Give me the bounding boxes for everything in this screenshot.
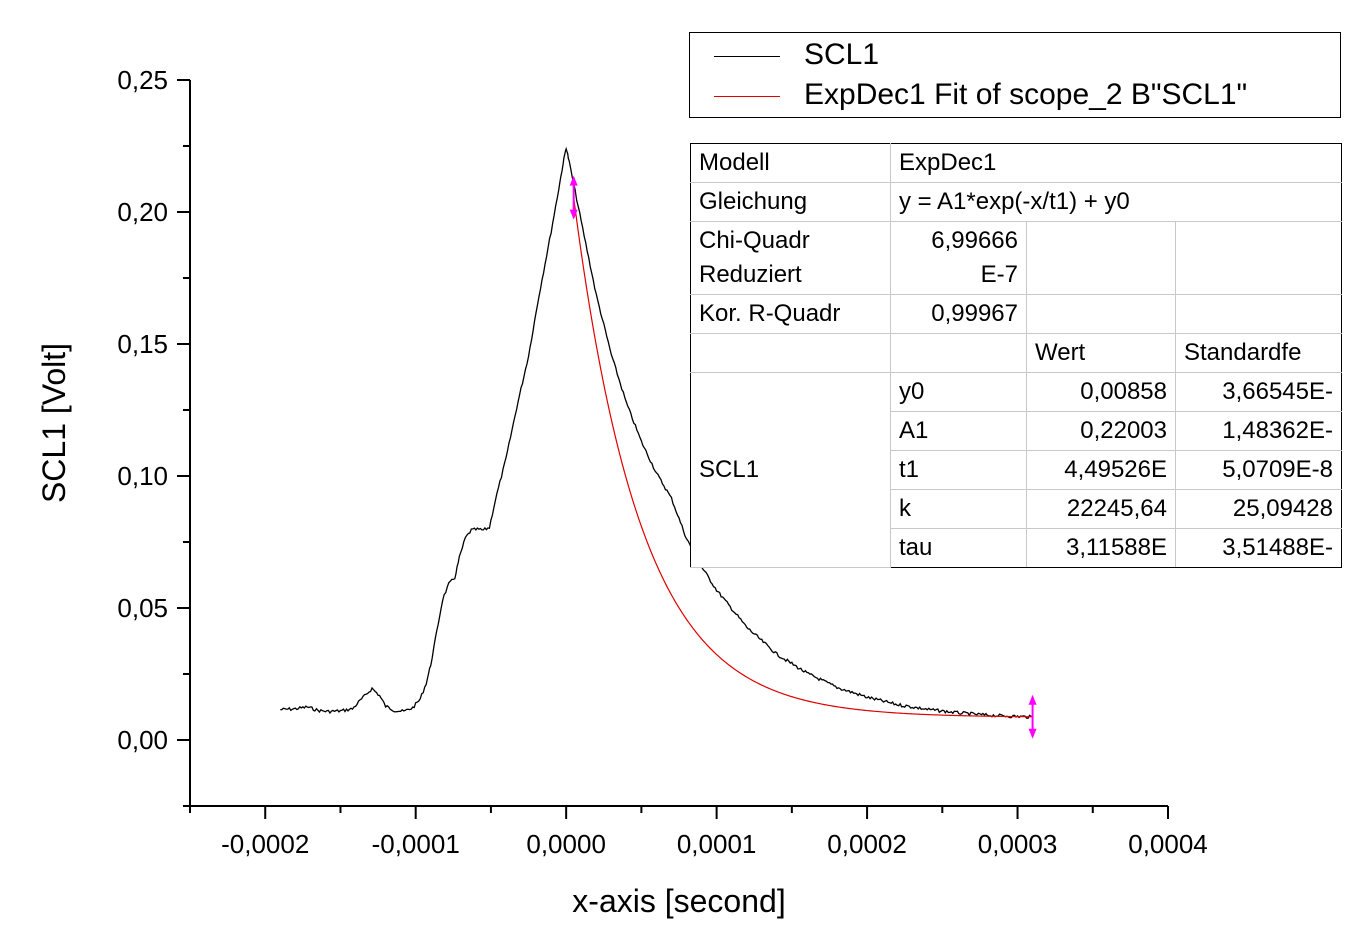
empty-cell: [1175, 221, 1342, 295]
fit-range-marker-arrow-up: [569, 175, 578, 186]
y-tick-label: 0,15: [117, 329, 168, 359]
chi-square-value: 6,99666 E-7: [890, 221, 1027, 295]
y-tick-label: 0,05: [117, 593, 168, 623]
param-value: 0,00858: [1026, 372, 1176, 412]
param-value: 4,49526E: [1026, 450, 1176, 490]
param-value: 3,11588E: [1026, 528, 1176, 568]
series-layer: [280, 146, 1033, 719]
param-error: 5,0709E-8: [1175, 450, 1342, 490]
parameter-group-label: SCL1: [690, 372, 891, 568]
empty-cell: [1175, 294, 1342, 334]
y-axis: 0,00 0,05 0,10 0,15 0,20 0,25: [117, 65, 191, 807]
fit-range-marker-arrow-down: [569, 209, 578, 220]
r-square-value: 0,99967: [890, 294, 1027, 334]
legend-entry-fit: ExpDec1 Fit of scope_2 B"SCL1": [690, 76, 1340, 116]
x-tick-label: 0,0003: [978, 829, 1058, 859]
empty-cell: [1026, 294, 1176, 334]
series-line-scl1: [280, 146, 1033, 719]
chi-square-label-line2: Reduziert: [699, 261, 802, 288]
param-value: 0,22003: [1026, 411, 1176, 451]
x-tick-label: -0,0001: [372, 829, 460, 859]
param-error: 25,09428: [1175, 489, 1342, 529]
y-tick-label: 0,10: [117, 461, 168, 491]
x-tick-label: 0,0001: [677, 829, 757, 859]
chi-square-value-line1: 6,99666: [931, 227, 1018, 254]
legend-label-scl1: SCL1: [804, 38, 880, 71]
y-tick-label: 0,20: [117, 197, 168, 227]
legend-label-fit: ExpDec1 Fit of scope_2 B"SCL1": [804, 78, 1248, 111]
chi-square-label: Chi-Quadr Reduziert: [690, 221, 891, 295]
empty-cell: [1026, 221, 1176, 295]
x-tick-label: 0,0004: [1128, 829, 1208, 859]
param-error: 1,48362E-: [1175, 411, 1342, 451]
param-value: 22245,64: [1026, 489, 1176, 529]
equation-label: Gleichung: [690, 182, 891, 222]
param-name: k: [890, 489, 1027, 529]
empty-cell: [890, 333, 1027, 373]
param-name: A1: [890, 411, 1027, 451]
r-square-label: Kor. R-Quadr: [690, 294, 891, 334]
fit-range-marker-arrow-down: [1028, 728, 1037, 739]
equation-value: y = A1*exp(-x/t1) + y0: [890, 182, 1342, 222]
param-error: 3,66545E-: [1175, 372, 1342, 412]
param-name: t1: [890, 450, 1027, 490]
chart-legend: SCL1 ExpDec1 Fit of scope_2 B"SCL1": [689, 32, 1341, 118]
y-axis-title: SCL1 [Volt]: [36, 343, 72, 503]
x-tick-label: 0,0000: [526, 829, 606, 859]
fit-range-markers: [569, 175, 1037, 739]
empty-cell: [690, 333, 891, 373]
x-axis-title: x-axis [second]: [572, 883, 785, 919]
y-tick-label: 0,00: [117, 725, 168, 755]
param-name: tau: [890, 528, 1027, 568]
series-line-fit: [573, 197, 1033, 718]
y-tick-label: 0,25: [117, 65, 168, 95]
legend-swatch-scl1: [714, 56, 780, 57]
x-tick-label: -0,0002: [221, 829, 309, 859]
model-value: ExpDec1: [890, 143, 1342, 183]
fit-results-table: Modell ExpDec1 Gleichung y = A1*exp(-x/t…: [690, 143, 1342, 568]
chi-square-label-line1: Chi-Quadr: [699, 227, 810, 254]
legend-entry-scl1: SCL1: [690, 36, 1340, 76]
chi-square-value-line2: E-7: [980, 261, 1018, 288]
x-axis: -0,0002 -0,0001 0,0000 0,0001 0,0002 0,0003 0,…: [189, 805, 1208, 859]
param-error: 3,51488E-: [1175, 528, 1342, 568]
error-column-header: Standardfe: [1175, 333, 1342, 373]
x-tick-label: 0,0002: [827, 829, 907, 859]
legend-swatch-fit: [714, 96, 780, 97]
value-column-header: Wert: [1026, 333, 1176, 373]
param-name: y0: [890, 372, 1027, 412]
fit-range-marker-arrow-up: [1028, 694, 1037, 705]
model-label: Modell: [690, 143, 891, 183]
